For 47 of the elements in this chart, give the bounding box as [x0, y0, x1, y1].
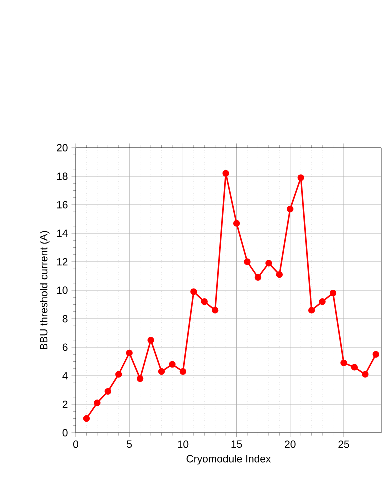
point: [266, 260, 272, 267]
point: [298, 174, 304, 182]
point: [372, 351, 380, 358]
point: [319, 298, 326, 306]
y-tick-label: 20: [57, 144, 68, 152]
x-tick-label: 0: [74, 440, 78, 448]
y-tick-label: 0: [62, 429, 68, 437]
point: [222, 170, 230, 177]
point: [254, 274, 262, 282]
point: [233, 220, 240, 227]
point: [244, 258, 251, 266]
y-tick-label: 14: [57, 230, 68, 238]
point: [116, 371, 122, 378]
point: [104, 388, 112, 396]
point: [148, 337, 154, 344]
y-axis-title: BBU threshold current (A): [40, 231, 50, 350]
point: [340, 360, 348, 367]
x-axis-title: Cryomodule Index: [186, 455, 272, 465]
point: [158, 368, 166, 376]
point: [190, 288, 198, 296]
y-tick-label: 4: [62, 372, 68, 380]
point: [308, 307, 316, 314]
point: [362, 371, 369, 378]
y-tick-label: 12: [57, 258, 68, 266]
point: [136, 376, 144, 382]
point: [330, 290, 337, 297]
x-tick-label: 5: [127, 440, 132, 448]
point: [94, 400, 101, 406]
x-tick-label: 10: [178, 440, 189, 448]
x-tick-label: 20: [285, 440, 296, 448]
y-tick-label: 2: [62, 400, 68, 408]
point: [126, 350, 133, 357]
point: [169, 361, 176, 368]
x-tick-label: 15: [232, 440, 242, 448]
y-tick-label: 8: [62, 315, 68, 323]
point: [276, 271, 284, 278]
x-tick-label: 25: [338, 440, 350, 448]
point: [212, 307, 219, 314]
point: [201, 298, 208, 306]
point: [180, 368, 187, 376]
y-tick-label: 18: [57, 172, 68, 180]
y-tick-label: 16: [57, 201, 68, 209]
point: [351, 364, 358, 371]
y-tick-label: 6: [62, 344, 68, 352]
point: [83, 415, 90, 422]
y-tick-label: 10: [57, 286, 68, 294]
point: [287, 206, 294, 213]
